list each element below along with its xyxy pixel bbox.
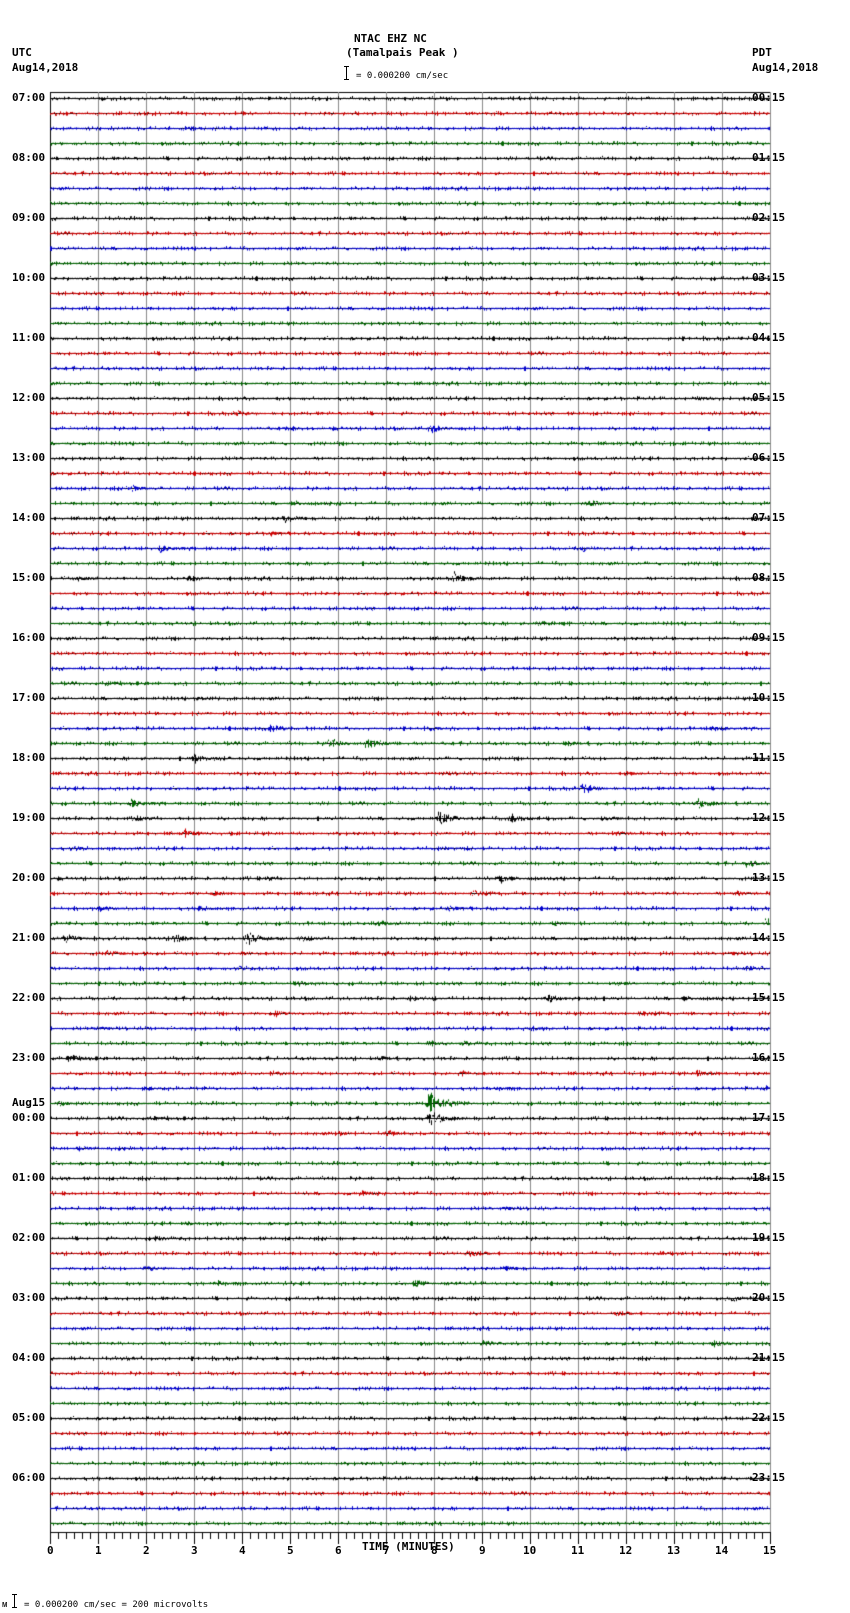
utc-label: 21:00 (12, 931, 46, 944)
utc-label: 23:00 (12, 1051, 46, 1064)
utc-label: 10:00 (12, 271, 46, 284)
pdt-label: 12:15 (752, 811, 786, 824)
x-axis-label: TIME (MINUTES) (362, 1540, 455, 1553)
utc-label: 14:00 (12, 511, 46, 524)
x-tick-label: 15 (763, 1544, 777, 1557)
pdt-label: 04:15 (752, 331, 786, 344)
utc-label: 00:00 (12, 1111, 46, 1124)
right-timezone: PDT (752, 46, 772, 59)
utc-label: 12:00 (12, 391, 46, 404)
pdt-label: 13:15 (752, 871, 786, 884)
pdt-label: 06:15 (752, 451, 786, 464)
x-tick-label: 0 (47, 1544, 54, 1557)
pdt-label: 01:15 (752, 151, 786, 164)
x-tick-label: 9 (479, 1544, 486, 1557)
station-location: (Tamalpais Peak ) (346, 46, 459, 59)
x-tick-label: 13 (667, 1544, 681, 1557)
utc-label: 16:00 (12, 631, 46, 644)
x-tick-label: 4 (239, 1544, 246, 1557)
utc-label: 17:00 (12, 691, 46, 704)
pdt-label: 11:15 (752, 751, 786, 764)
left-date: Aug14,2018 (12, 61, 79, 74)
pdt-label: 16:15 (752, 1051, 786, 1064)
utc-label: 20:00 (12, 871, 46, 884)
utc-label: 06:00 (12, 1471, 46, 1484)
utc-label: 02:00 (12, 1231, 46, 1244)
pdt-label: 02:15 (752, 211, 786, 224)
utc-label: 08:00 (12, 151, 46, 164)
footer-scale-bar-icon (12, 1594, 20, 1608)
pdt-label: 17:15 (752, 1111, 786, 1124)
x-tick-label: 14 (715, 1544, 729, 1557)
pdt-label: 03:15 (752, 271, 786, 284)
utc-label: 09:00 (12, 211, 46, 224)
pdt-label: 15:15 (752, 991, 786, 1004)
x-tick-label: 7 (383, 1544, 390, 1557)
pdt-label: 20:15 (752, 1291, 786, 1304)
x-tick-label: 11 (571, 1544, 585, 1557)
left-timezone: UTC (12, 46, 32, 59)
pdt-label: 05:15 (752, 391, 786, 404)
pdt-label: 14:15 (752, 931, 786, 944)
x-tick-label: 1 (95, 1544, 102, 1557)
utc-label: 01:00 (12, 1171, 46, 1184)
x-tick-label: 3 (191, 1544, 198, 1557)
pdt-label: 08:15 (752, 571, 786, 584)
right-date: Aug14,2018 (752, 61, 819, 74)
utc-label: 15:00 (12, 571, 46, 584)
utc-label: 19:00 (12, 811, 46, 824)
pdt-label: 21:15 (752, 1351, 786, 1364)
utc-label: 22:00 (12, 991, 46, 1004)
x-tick-label: 12 (619, 1544, 633, 1557)
utc-label: 04:00 (12, 1351, 46, 1364)
pdt-label: 07:15 (752, 511, 786, 524)
x-tick-label: 8 (431, 1544, 438, 1557)
pdt-label: 09:15 (752, 631, 786, 644)
x-tick-label: 5 (287, 1544, 294, 1557)
station-title: NTAC EHZ NC (354, 32, 427, 45)
utc-label: Aug15 (12, 1096, 46, 1109)
pdt-label: 18:15 (752, 1171, 786, 1184)
scale-text: = 0.000200 cm/sec (356, 71, 449, 81)
pdt-label: 23:15 (752, 1471, 786, 1484)
pdt-label: 22:15 (752, 1411, 786, 1424)
x-tick-label: 10 (523, 1544, 537, 1557)
x-tick-label: 6 (335, 1544, 342, 1557)
pdt-label: 10:15 (752, 691, 786, 704)
utc-label: 03:00 (12, 1291, 46, 1304)
utc-label: 07:00 (12, 91, 46, 104)
utc-label: 05:00 (12, 1411, 46, 1424)
scale-bar-icon (344, 66, 352, 80)
pdt-label: 00:15 (752, 91, 786, 104)
utc-label: 13:00 (12, 451, 46, 464)
pdt-label: 19:15 (752, 1231, 786, 1244)
utc-label: 18:00 (12, 751, 46, 764)
footer-marker: ᴍ (2, 1600, 8, 1610)
footer-scale-text: = 0.000200 cm/sec = 200 microvolts (24, 1600, 209, 1610)
utc-label: 11:00 (12, 331, 46, 344)
x-tick-label: 2 (143, 1544, 150, 1557)
